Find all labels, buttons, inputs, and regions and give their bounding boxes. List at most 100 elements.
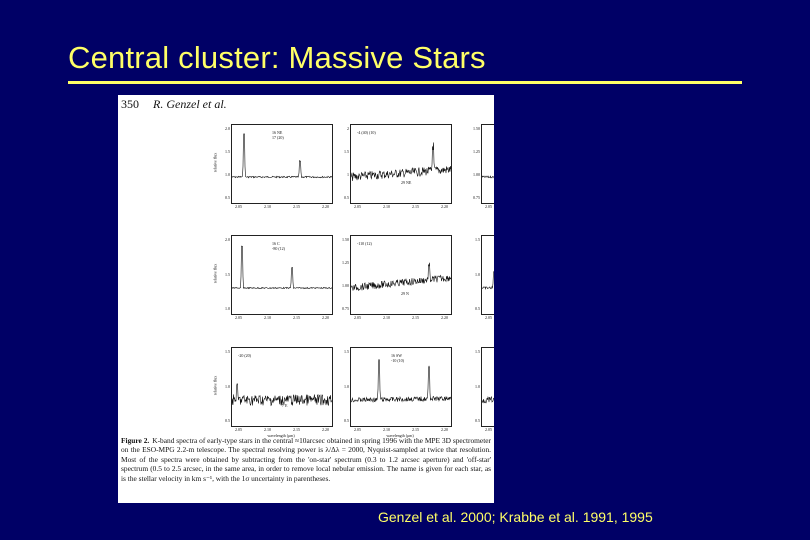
star-label: -110 (12) (357, 241, 372, 246)
y-tick-label: 1.5 (225, 349, 230, 354)
y-tick-label: 1.5 (344, 149, 349, 154)
y-tick-labels: 1.50 1.25 1.00 0.75 (339, 237, 349, 311)
x-tick-label: 2.05 (235, 427, 242, 432)
x-tick-labels: 2.05 2.10 2.15 2.20 (354, 315, 448, 320)
y-tick-label: 1 (347, 172, 349, 177)
spectrum-plot (351, 359, 451, 403)
running-head: 350 R. Genzel et al. (121, 97, 227, 112)
y-tick-label: 1.5 (225, 271, 230, 277)
spectrum-panel: -20 (20) 7 E (231, 347, 333, 427)
x-tick-label: 2.10 (264, 315, 271, 320)
y-tick-label: 2.0 (225, 237, 230, 242)
paper-figure-scan: 350 R. Genzel et al. Figure 2. K-band spec… (118, 95, 494, 503)
y-tick-label: 1.00 (473, 172, 480, 177)
x-tick-label: 2.05 (485, 427, 492, 432)
y-axis-title: relative flux (212, 263, 218, 284)
x-tick-label: 2.20 (441, 427, 448, 432)
x-tick-label: 2.05 (235, 204, 242, 209)
x-tick-label: 2.10 (383, 315, 390, 320)
y-tick-label: 1.0 (225, 306, 230, 311)
y-axis-title: relative flux (212, 152, 218, 173)
x-axis-title: wavelength (μm) (481, 433, 494, 438)
spectrum-panel: 13 SW 25 (30) (481, 235, 494, 315)
y-tick-label: 0.5 (475, 418, 480, 423)
y-tick-label: 0.5 (225, 418, 230, 423)
y-tick-labels: 1.5 1.0 0.5 (220, 349, 230, 423)
spectrum-line (232, 133, 332, 179)
y-tick-label: 1.0 (225, 172, 230, 177)
y-tick-label: 0.75 (473, 195, 480, 200)
page-number: 350 (121, 97, 139, 111)
x-tick-label: 2.15 (412, 427, 419, 432)
x-tick-label: 2.15 (293, 427, 300, 432)
star-label: -20 (20) (238, 353, 251, 358)
y-tick-label: 1.25 (473, 149, 480, 154)
x-tick-labels: 2.052.102.152.20 (485, 315, 494, 320)
title-underline (68, 81, 742, 84)
y-tick-labels: 1.5 1.0 0.5 (339, 349, 349, 423)
x-tick-labels: 2.05 2.10 2.15 2.20 (354, 427, 448, 432)
x-tick-label: 2.05 (235, 315, 242, 320)
spectrum-panel: 33 E -50 (10) (481, 124, 494, 204)
slide-title: Central cluster: Massive Stars (68, 40, 486, 75)
spectrum-line (482, 270, 494, 291)
y-tick-label: 0.5 (475, 306, 480, 311)
y-tick-label: 1.5 (225, 149, 230, 154)
x-tick-label: 2.20 (441, 315, 448, 320)
spectrum-line (351, 262, 451, 292)
x-tick-label: 2.05 (354, 427, 361, 432)
star-label: 16 SW -10 (10) (391, 353, 404, 363)
y-tick-label: 1.0 (344, 383, 349, 389)
spectrum-panel: 16 C -80 (12) (231, 235, 333, 315)
x-tick-label: 2.05 (485, 204, 492, 209)
y-tick-labels: 2.0 1.5 1.0 0.5 (220, 126, 230, 200)
y-tick-label: 0.75 (342, 306, 349, 311)
y-tick-label: 1.00 (342, 283, 349, 288)
figure-caption: Figure 2. K-band spectra of early-type st… (121, 436, 491, 483)
spectrum-line (482, 175, 494, 179)
x-tick-label: 2.20 (322, 427, 329, 432)
spectrum-plot (351, 262, 451, 292)
spectrum-panel: 16 NE 17 (20) (231, 124, 333, 204)
spectrum-plot (482, 270, 494, 291)
y-tick-label: 2 (347, 126, 349, 131)
x-tick-label: 2.05 (354, 315, 361, 320)
y-tick-label: 1.5 (475, 237, 480, 242)
x-tick-label: 2.10 (383, 204, 390, 209)
spectrum-plot (232, 383, 332, 407)
y-tick-label: 0.5 (344, 195, 349, 200)
x-axis-title: wavelength (μm) (267, 433, 295, 438)
spectrum-plot (482, 396, 494, 404)
spectrum-line (482, 396, 494, 404)
y-tick-label: 1.5 (344, 349, 349, 354)
x-tick-label: 2.10 (383, 427, 390, 432)
x-tick-label: 2.15 (293, 204, 300, 209)
star-label: -4 (40) (10) (357, 130, 376, 135)
x-tick-labels: 2.052.102.152.20 (485, 427, 494, 432)
spectrum-line (232, 383, 332, 407)
x-tick-label: 2.10 (264, 427, 271, 432)
y-tick-label: 1.0 (225, 383, 230, 389)
y-tick-label: 1.25 (342, 260, 349, 265)
spectrum-panel: 16 SW -10 (10) (350, 347, 452, 427)
caption-text: K-band spectra of early-type stars in th… (121, 436, 491, 483)
x-tick-label: 2.15 (412, 204, 419, 209)
star-label: 16 C -80 (12) (272, 241, 285, 251)
y-tick-labels: 1.50 1.25 1.00 0.75 (470, 126, 480, 200)
x-tick-label: 2.20 (441, 204, 448, 209)
x-tick-label: 2.20 (322, 315, 329, 320)
star-label-secondary: 29 N (401, 291, 409, 296)
star-label-secondary: 29 NE (401, 180, 412, 185)
spectrum-plot (351, 142, 451, 181)
spectrum-line (351, 359, 451, 403)
y-tick-label: 1.50 (342, 237, 349, 242)
caption-label: Figure 2. (121, 436, 150, 445)
spectrum-plot (232, 245, 332, 290)
x-tick-label: 2.15 (412, 315, 419, 320)
citation: Genzel et al. 2000; Krabbe et al. 1991, … (378, 509, 653, 525)
x-tick-label: 2.20 (322, 204, 329, 209)
y-tick-labels: 2.0 1.5 1.0 (220, 237, 230, 311)
